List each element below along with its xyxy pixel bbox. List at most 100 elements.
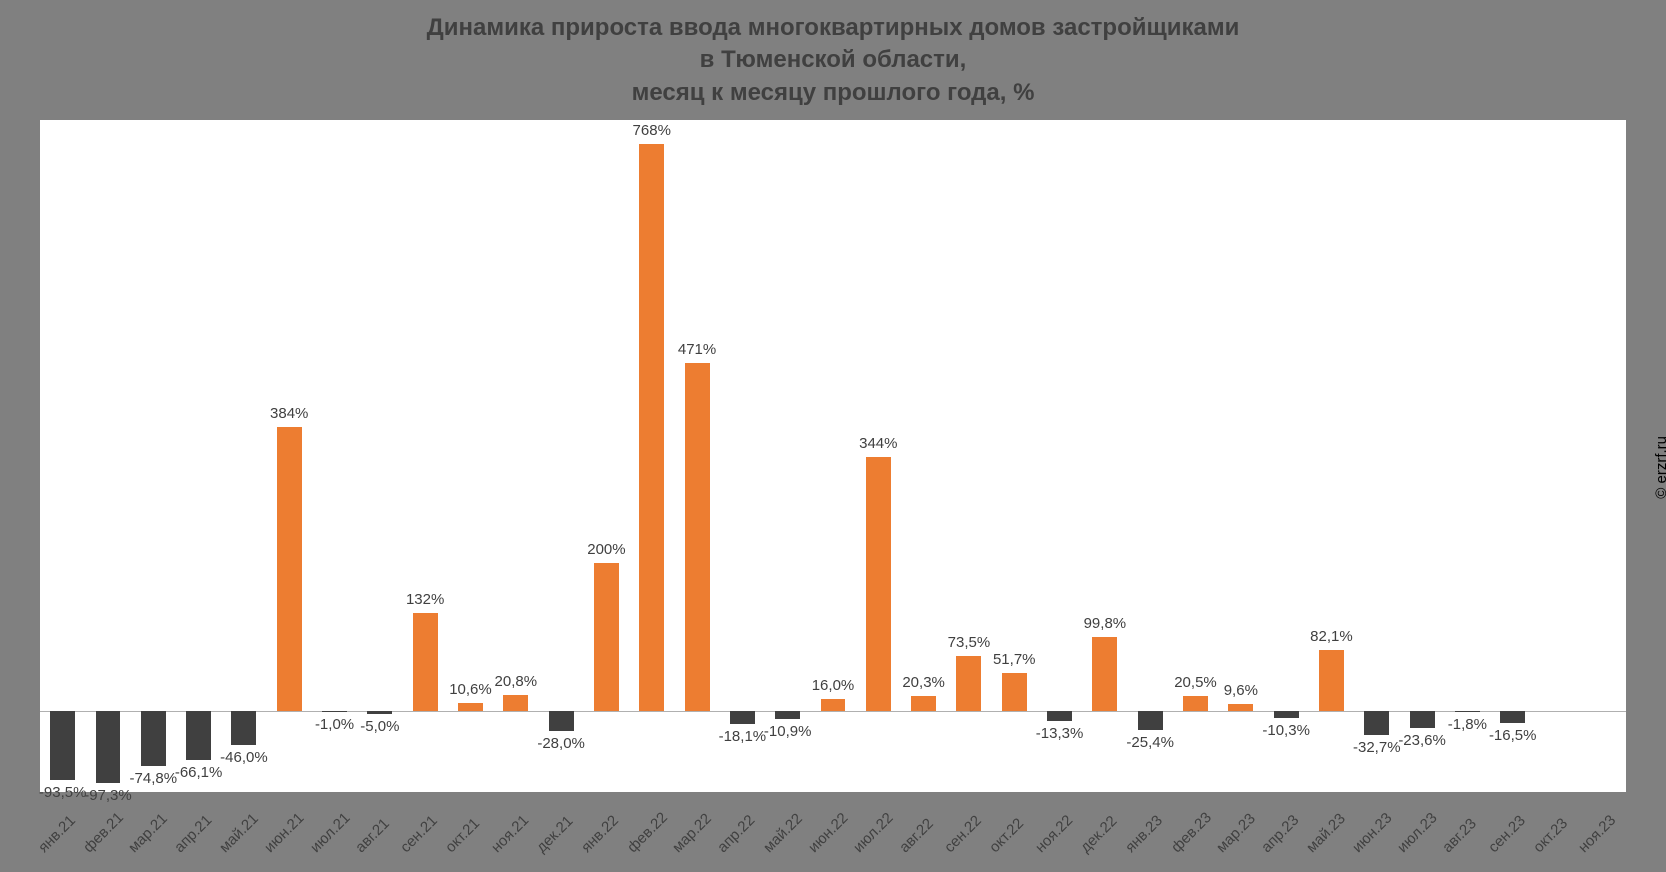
bar — [1183, 696, 1208, 711]
x-axis-label: авг.21 — [352, 815, 393, 856]
bar-value-label: 51,7% — [984, 651, 1044, 668]
bar-value-label: 344% — [848, 435, 908, 452]
chart-title-block: Динамика прироста ввода многоквартирных … — [0, 0, 1666, 109]
bar-value-label: 9,6% — [1211, 682, 1271, 699]
bar — [685, 363, 710, 711]
bar-value-label: 20,3% — [894, 674, 954, 691]
x-axis-label: июн.22 — [805, 810, 852, 857]
x-axis-label: апр.23 — [1258, 812, 1302, 856]
bar — [775, 711, 800, 719]
bar — [594, 563, 619, 711]
x-axis-label: июн.21 — [261, 810, 308, 857]
title-line-3: месяц к месяцу прошлого года, % — [0, 77, 1666, 109]
x-axis-label: мар.21 — [125, 810, 171, 856]
bar — [730, 711, 755, 724]
plot-area: -93,5%-97,3%-74,8%-66,1%-46,0%384%-1,0%-… — [40, 120, 1626, 792]
bar — [956, 656, 981, 710]
bar-value-label: -16,5% — [1483, 727, 1543, 744]
bar — [1274, 711, 1299, 719]
bar — [821, 699, 846, 711]
bar — [503, 695, 528, 710]
bar — [1138, 711, 1163, 730]
bar-value-label: 384% — [259, 405, 319, 422]
bar — [1002, 673, 1027, 711]
bar-value-label: -23,6% — [1392, 732, 1452, 749]
bar-value-label: 200% — [576, 541, 636, 558]
x-axis-label: ноя.21 — [488, 812, 532, 856]
bar-value-label: 73,5% — [939, 634, 999, 651]
title-line-2: в Тюменской области, — [0, 44, 1666, 76]
bar-value-label: 132% — [395, 591, 455, 608]
bar — [1455, 711, 1480, 712]
bar — [1092, 637, 1117, 711]
x-axis-label: сен.23 — [1485, 812, 1529, 856]
chart-container: Динамика прироста ввода многоквартирных … — [0, 0, 1666, 872]
bar-value-label: 20,8% — [486, 673, 546, 690]
bar — [231, 711, 256, 745]
x-axis-label: июн.23 — [1349, 810, 1396, 857]
x-axis-label: мар.23 — [1213, 810, 1259, 856]
x-axis-label: окт.22 — [986, 815, 1027, 856]
bar-value-label: -28,0% — [531, 735, 591, 752]
x-axis-label: янв.23 — [1122, 812, 1166, 856]
x-axis-label: май.21 — [216, 810, 262, 856]
bar — [367, 711, 392, 715]
bar — [96, 711, 121, 783]
x-axis-label: июл.22 — [850, 809, 897, 856]
title-line-1: Динамика прироста ввода многоквартирных … — [0, 12, 1666, 44]
x-axis-label: окт.21 — [442, 815, 483, 856]
bar — [141, 711, 166, 766]
bar-value-label: 768% — [622, 122, 682, 139]
bar — [458, 703, 483, 711]
bar-value-label: -13,3% — [1030, 725, 1090, 742]
bar — [1364, 711, 1389, 735]
x-axis-label: мар.22 — [669, 810, 715, 856]
bar-value-label: -25,4% — [1120, 734, 1180, 751]
bar — [1047, 711, 1072, 721]
x-axis-label: фев.22 — [624, 809, 671, 856]
bar — [866, 457, 891, 711]
bars-layer: -93,5%-97,3%-74,8%-66,1%-46,0%384%-1,0%-… — [40, 120, 1626, 792]
x-axis-label: янв.22 — [578, 812, 622, 856]
x-axis-label: ноя.23 — [1575, 812, 1619, 856]
bar — [1500, 711, 1525, 723]
bar — [1319, 650, 1344, 711]
x-axis-label: дек.22 — [1077, 813, 1120, 856]
x-axis: янв.21фев.21мар.21апр.21май.21июн.21июл.… — [40, 792, 1626, 872]
bar — [1410, 711, 1435, 728]
x-axis-label: апр.22 — [714, 812, 758, 856]
x-axis-label: апр.21 — [171, 812, 215, 856]
x-axis-label: май.22 — [760, 810, 806, 856]
x-axis-label: фев.23 — [1168, 809, 1215, 856]
bar-value-label: -46,0% — [214, 749, 274, 766]
bar-value-label: 99,8% — [1075, 615, 1135, 632]
bar — [639, 144, 664, 711]
bar — [911, 696, 936, 711]
bar — [50, 711, 75, 780]
x-axis-label: фев.21 — [80, 809, 127, 856]
bar — [322, 711, 347, 712]
x-axis-label: сен.22 — [941, 812, 985, 856]
x-axis-label: окт.23 — [1530, 815, 1571, 856]
x-axis-label: янв.21 — [35, 812, 79, 856]
bar-value-label: -5,0% — [350, 718, 410, 735]
bar — [277, 427, 302, 711]
bar-value-label: 82,1% — [1301, 628, 1361, 645]
bar-value-label: -10,9% — [758, 723, 818, 740]
x-axis-label: ноя.22 — [1032, 812, 1076, 856]
bar-value-label: -10,3% — [1256, 722, 1316, 739]
copyright: © erzrf.ru — [1654, 436, 1666, 499]
bar — [549, 711, 574, 732]
bar-value-label: 16,0% — [803, 677, 863, 694]
x-axis-label: авг.22 — [896, 815, 937, 856]
bar-value-label: 471% — [667, 341, 727, 358]
x-axis-label: сен.21 — [397, 812, 441, 856]
x-axis-label: май.23 — [1303, 810, 1349, 856]
x-axis-label: июл.21 — [307, 809, 354, 856]
x-axis-label: дек.21 — [533, 813, 576, 856]
x-axis-label: июл.23 — [1394, 809, 1441, 856]
bar — [413, 613, 438, 710]
x-axis-label: авг.23 — [1439, 815, 1480, 856]
bar — [1228, 704, 1253, 711]
bar — [186, 711, 211, 760]
